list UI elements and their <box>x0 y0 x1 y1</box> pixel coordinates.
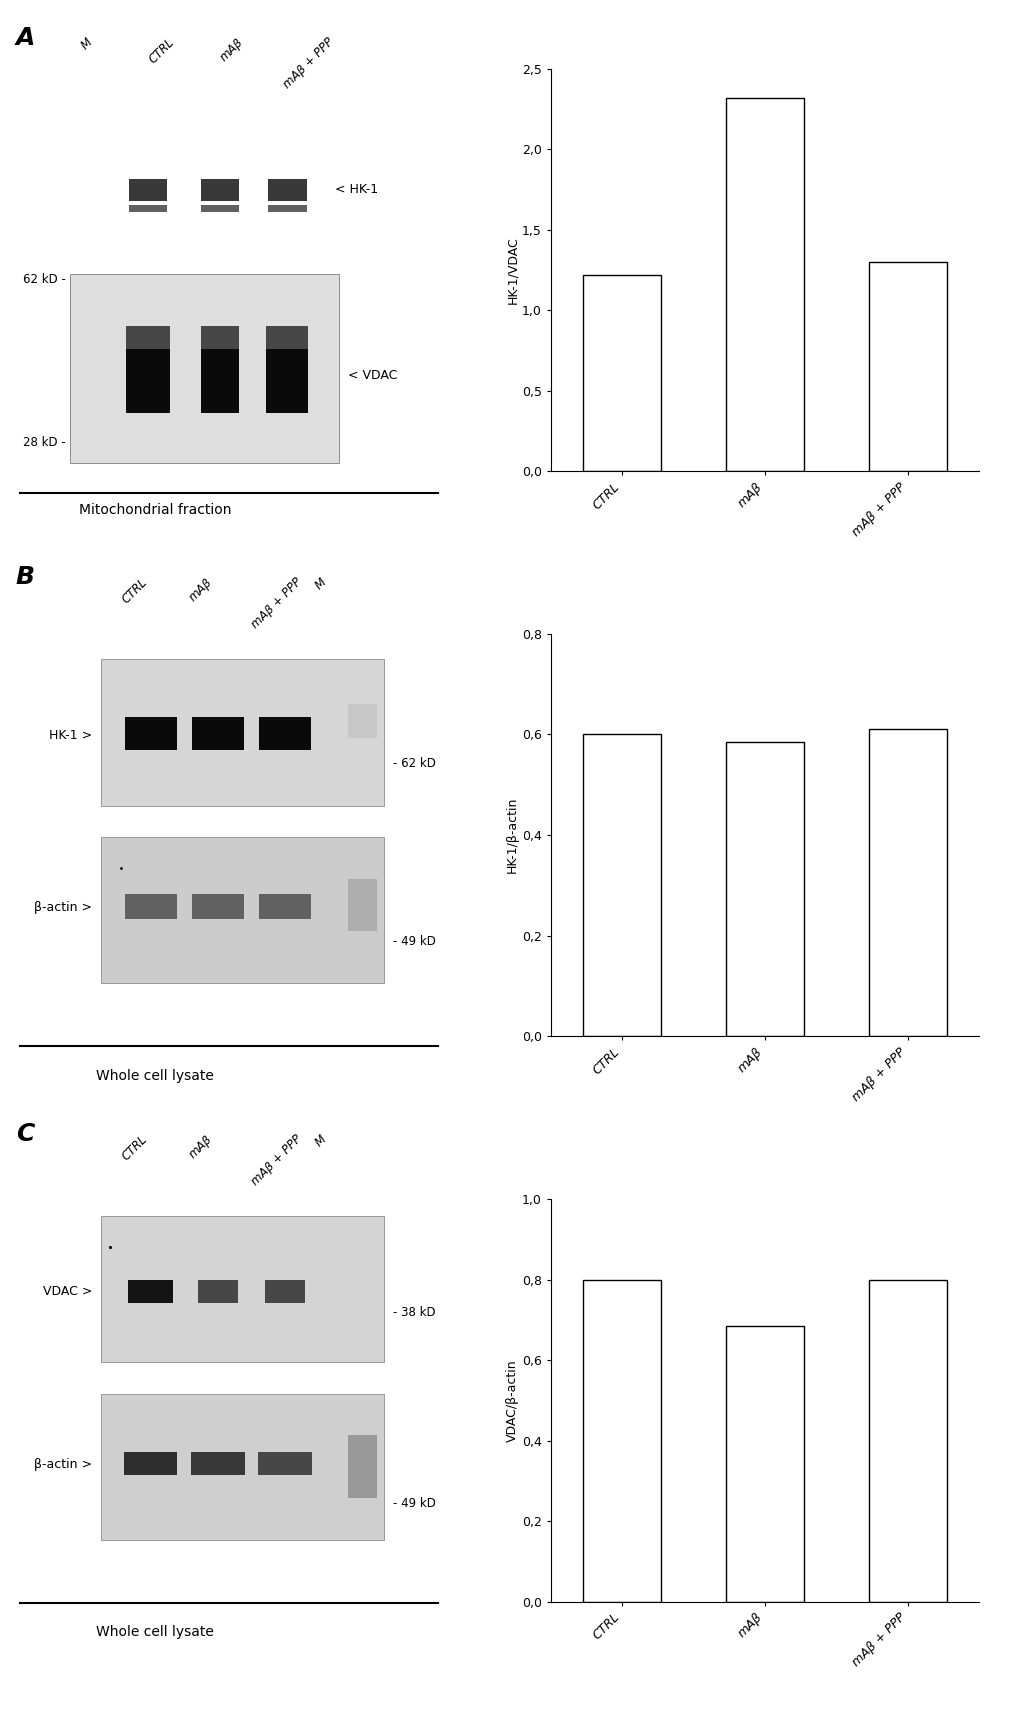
FancyBboxPatch shape <box>266 325 308 349</box>
Y-axis label: HK-1/VDAC: HK-1/VDAC <box>505 236 519 303</box>
FancyBboxPatch shape <box>129 204 167 212</box>
Text: - 49 kD: - 49 kD <box>392 1497 435 1509</box>
Text: mAβ + PPP: mAβ + PPP <box>249 1132 305 1189</box>
Text: M: M <box>312 1132 328 1149</box>
Text: Whole cell lysate: Whole cell lysate <box>96 1626 214 1639</box>
FancyBboxPatch shape <box>191 1451 245 1475</box>
Text: 62 kD -: 62 kD - <box>22 272 65 286</box>
Text: - 38 kD: - 38 kD <box>392 1307 435 1319</box>
Text: M: M <box>78 36 95 51</box>
FancyBboxPatch shape <box>101 660 383 805</box>
Text: CTRL: CTRL <box>119 1132 150 1163</box>
Text: β-actin >: β-actin > <box>35 1458 92 1471</box>
FancyBboxPatch shape <box>201 349 239 413</box>
Bar <box>868 1280 946 1602</box>
FancyBboxPatch shape <box>101 838 383 983</box>
Text: 28 kD -: 28 kD - <box>22 437 65 449</box>
Text: VDAC >: VDAC > <box>43 1285 92 1298</box>
FancyBboxPatch shape <box>201 178 239 200</box>
FancyBboxPatch shape <box>259 894 311 918</box>
Text: HK-1 >: HK-1 > <box>49 728 92 742</box>
FancyBboxPatch shape <box>347 879 377 932</box>
FancyBboxPatch shape <box>268 178 307 200</box>
Bar <box>726 1326 803 1602</box>
Y-axis label: VDAC/β-actin: VDAC/β-actin <box>505 1358 519 1442</box>
Bar <box>583 1280 661 1602</box>
FancyBboxPatch shape <box>128 1280 173 1304</box>
FancyBboxPatch shape <box>192 718 244 750</box>
Bar <box>583 274 661 471</box>
FancyBboxPatch shape <box>126 325 170 349</box>
Text: < HK-1: < HK-1 <box>334 183 377 195</box>
FancyBboxPatch shape <box>201 325 239 349</box>
Text: A: A <box>16 26 36 50</box>
Text: B: B <box>16 565 35 589</box>
Text: Mitochondrial fraction: Mitochondrial fraction <box>78 504 231 517</box>
Text: mAβ: mAβ <box>186 576 215 605</box>
FancyBboxPatch shape <box>259 718 311 750</box>
Bar <box>868 262 946 471</box>
FancyBboxPatch shape <box>265 1280 305 1304</box>
Text: - 62 kD: - 62 kD <box>392 757 435 771</box>
Bar <box>868 730 946 1036</box>
Text: < VDAC: < VDAC <box>347 370 397 382</box>
Text: mAβ: mAβ <box>186 1132 215 1161</box>
FancyBboxPatch shape <box>101 1394 383 1540</box>
FancyBboxPatch shape <box>266 349 308 413</box>
FancyBboxPatch shape <box>268 204 307 212</box>
Text: mAβ: mAβ <box>218 36 246 63</box>
Y-axis label: HK-1/β-actin: HK-1/β-actin <box>505 797 519 874</box>
FancyBboxPatch shape <box>126 349 170 413</box>
Bar <box>726 98 803 471</box>
FancyBboxPatch shape <box>101 1216 383 1362</box>
Text: mAβ + PPP: mAβ + PPP <box>249 576 305 632</box>
FancyBboxPatch shape <box>124 718 176 750</box>
FancyBboxPatch shape <box>347 704 377 738</box>
Text: Whole cell lysate: Whole cell lysate <box>96 1069 214 1083</box>
Text: CTRL: CTRL <box>146 36 176 67</box>
FancyBboxPatch shape <box>347 1435 377 1499</box>
Text: M: M <box>312 576 328 593</box>
Text: C: C <box>16 1122 35 1146</box>
Text: CTRL: CTRL <box>119 576 150 606</box>
FancyBboxPatch shape <box>129 178 167 200</box>
FancyBboxPatch shape <box>192 894 244 918</box>
Bar <box>583 735 661 1036</box>
FancyBboxPatch shape <box>198 1280 237 1304</box>
FancyBboxPatch shape <box>201 204 239 212</box>
FancyBboxPatch shape <box>124 894 176 918</box>
FancyBboxPatch shape <box>123 1451 177 1475</box>
Text: - 49 kD: - 49 kD <box>392 935 435 947</box>
FancyBboxPatch shape <box>258 1451 312 1475</box>
Bar <box>726 742 803 1036</box>
FancyBboxPatch shape <box>69 274 338 463</box>
Text: mAβ + PPP: mAβ + PPP <box>280 36 336 91</box>
Text: β-actin >: β-actin > <box>35 901 92 915</box>
